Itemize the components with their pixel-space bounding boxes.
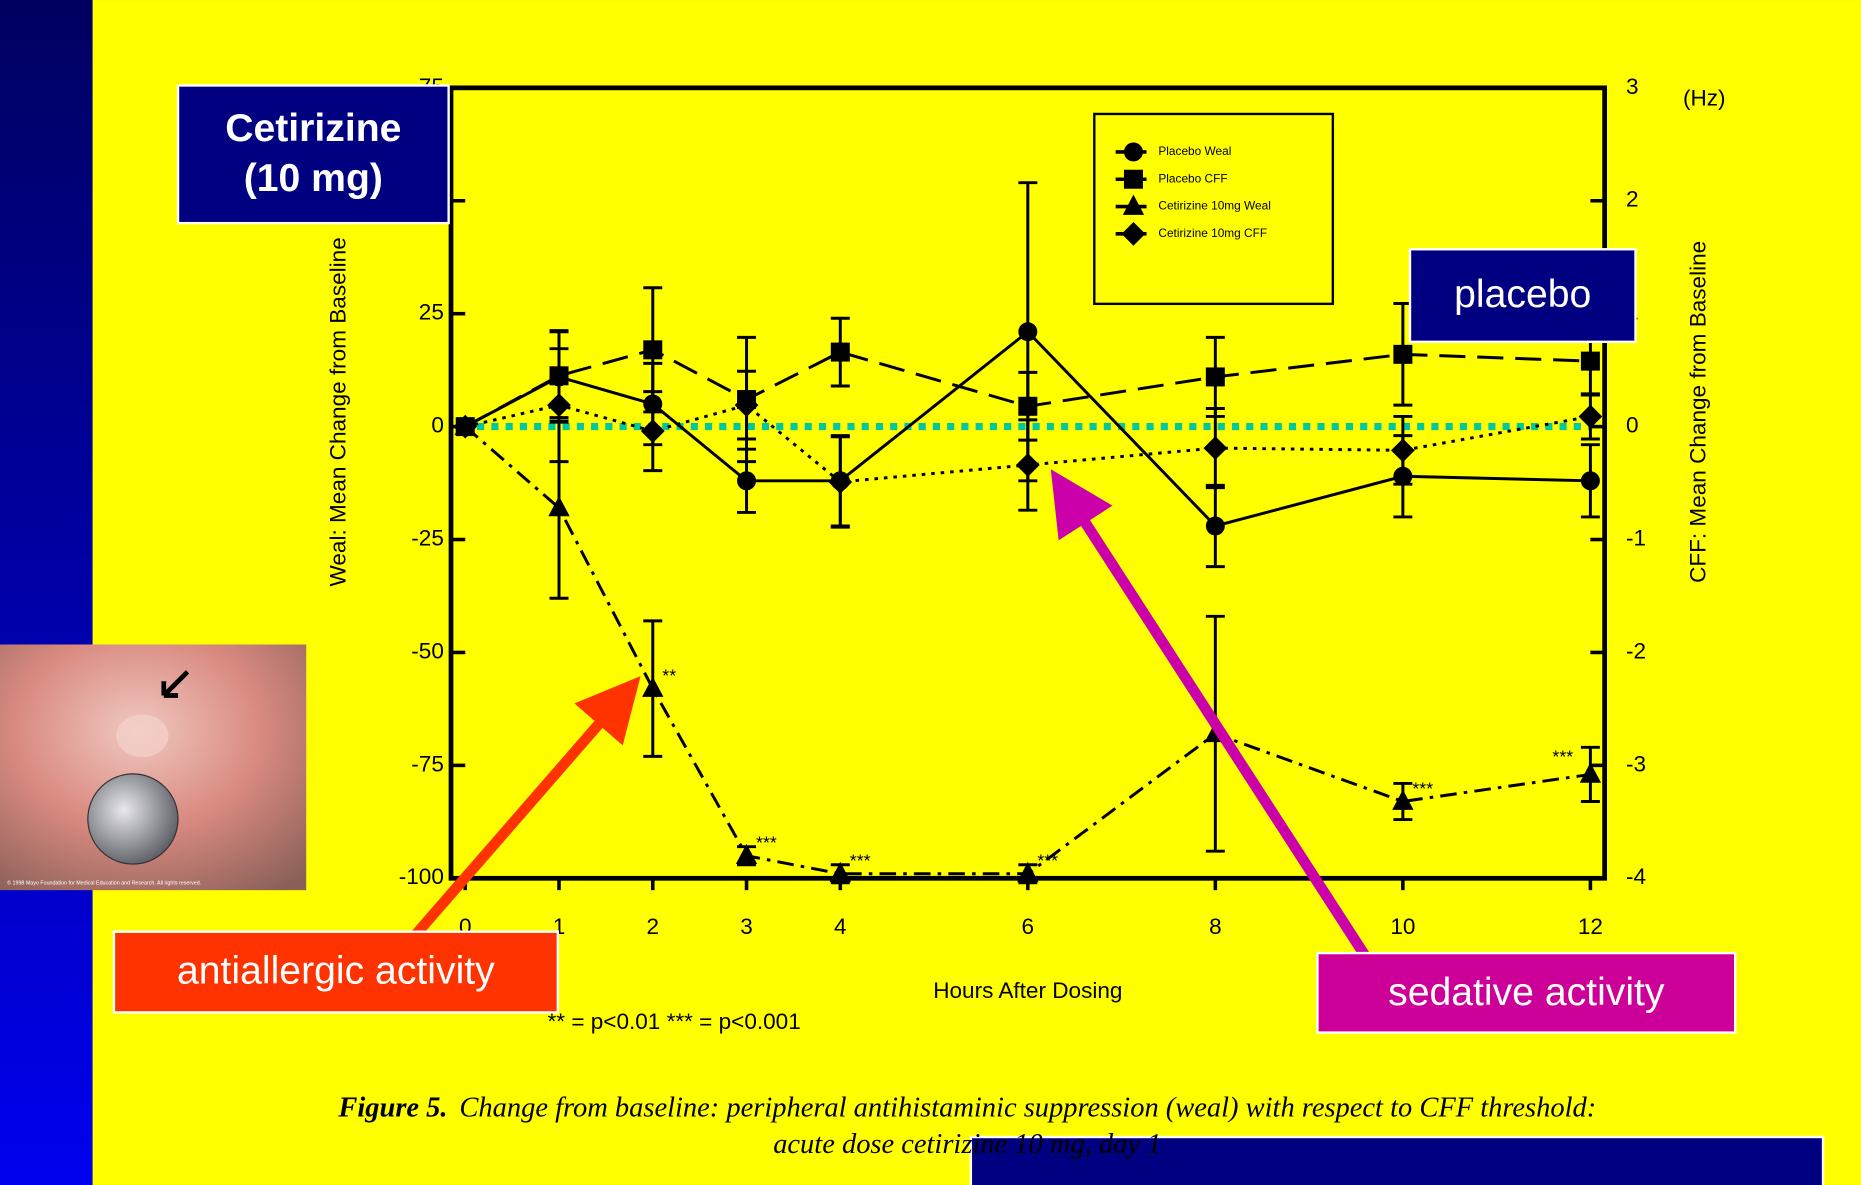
photo-inset: © 1998 Mayo Foundation for Medical Educa… — [0, 644, 306, 890]
x-tick-label: 3 — [740, 914, 753, 939]
data-point — [831, 343, 850, 362]
footnote: ** = p<0.01 *** = p<0.001 — [548, 1009, 801, 1034]
coin — [88, 774, 178, 864]
drug-callout-text: Cetirizine — [225, 107, 401, 150]
significance-label: *** — [1412, 778, 1433, 798]
y-tick-label: -25 — [411, 525, 444, 550]
slide: -100-75-50-250255075-4-3-2-1012301234681… — [0, 0, 1861, 1185]
data-point — [643, 340, 662, 359]
x-tick-label: 12 — [1578, 914, 1603, 939]
x-tick-label: 8 — [1209, 914, 1222, 939]
data-point — [1018, 322, 1037, 341]
data-point — [1206, 367, 1225, 386]
y2-tick-label: 0 — [1626, 413, 1639, 438]
caption-text: Change from baseline: peripheral antihis… — [459, 1092, 1596, 1123]
legend-label: Placebo Weal — [1158, 144, 1231, 158]
significance-label: *** — [1552, 746, 1573, 766]
legend-marker — [1124, 142, 1143, 161]
y-tick-label: -50 — [411, 638, 444, 663]
drug-callout-text: (10 mg) — [244, 157, 383, 200]
data-point — [1393, 345, 1412, 364]
x-tick-label: 2 — [647, 914, 660, 939]
y-tick-label: -75 — [411, 751, 444, 776]
y2-tick-label: -2 — [1626, 638, 1646, 663]
y2-axis-label: CFF: Mean Change from Baseline — [1686, 241, 1711, 583]
caption-label: Figure 5. — [337, 1092, 447, 1123]
weal — [116, 715, 168, 758]
legend-marker — [1124, 170, 1143, 189]
significance-label: *** — [1037, 851, 1058, 871]
x-tick-label: 4 — [834, 914, 847, 939]
y2-unit: (Hz) — [1683, 86, 1726, 111]
data-point — [737, 471, 756, 490]
significance-label: ** — [662, 665, 676, 685]
data-point — [1018, 397, 1037, 416]
caption-line: Figure 5. Change from baseline: periphera… — [337, 1092, 1596, 1123]
y-axis-label: Weal: Mean Change from Baseline — [325, 237, 350, 586]
y2-tick-label: 3 — [1626, 74, 1639, 99]
y2-tick-label: 2 — [1626, 187, 1639, 212]
legend-label: Cetirizine 10mg CFF — [1158, 226, 1267, 240]
y2-tick-label: -1 — [1626, 525, 1646, 550]
significance-label: *** — [756, 833, 777, 853]
data-point — [1581, 352, 1600, 371]
y2-tick-label: -3 — [1626, 751, 1646, 776]
placebo-callout-text: placebo — [1454, 273, 1591, 316]
y-tick-label: -100 — [399, 864, 444, 889]
data-point — [1206, 516, 1225, 535]
x-tick-label: 6 — [1022, 914, 1035, 939]
y-tick-label: 25 — [419, 300, 444, 325]
caption-line: acute dose cetirizine 10 mg, day 1 — [773, 1129, 1161, 1160]
x-axis-label: Hours After Dosing — [933, 978, 1122, 1003]
photo-credit: © 1998 Mayo Foundation for Medical Educa… — [7, 879, 201, 886]
significance-label: *** — [850, 851, 871, 871]
legend-label: Cetirizine 10mg Weal — [1158, 199, 1271, 213]
x-tick-label: 10 — [1390, 914, 1415, 939]
antiallergic-callout-text: antiallergic activity — [177, 950, 495, 993]
data-point — [1581, 471, 1600, 490]
y2-tick-label: -4 — [1626, 864, 1646, 889]
y-tick-label: 0 — [431, 413, 444, 438]
legend-label: Placebo CFF — [1158, 171, 1227, 185]
sedative-callout-text: sedative activity — [1388, 971, 1665, 1014]
